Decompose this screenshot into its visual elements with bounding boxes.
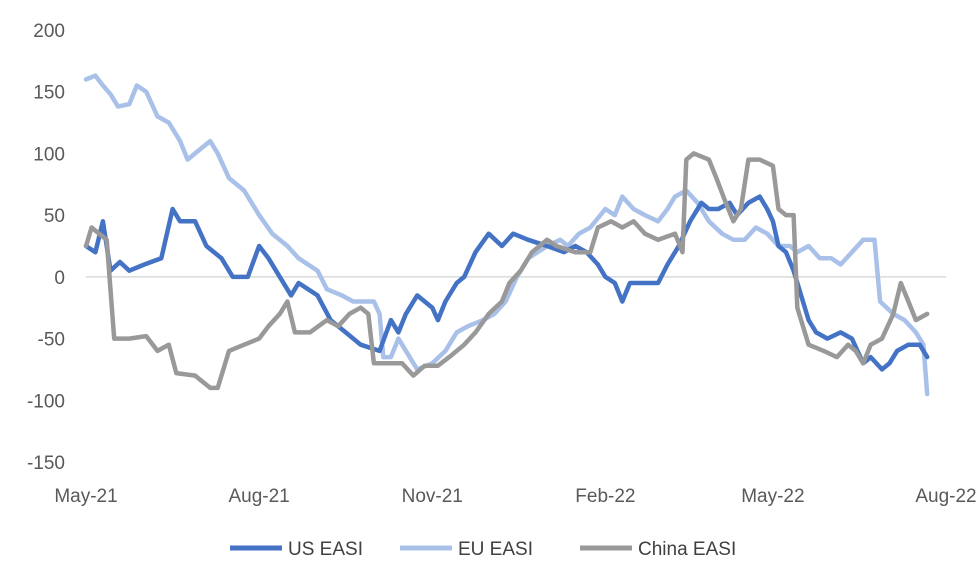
- y-tick-label: -100: [27, 391, 65, 412]
- y-tick-label: -150: [27, 453, 65, 474]
- x-tick-label: Feb-22: [575, 486, 635, 507]
- y-tick-label: 0: [54, 268, 65, 289]
- axis-layer: 200 150 100 50 0 -50 -100 -150 May-21 Aug-21 Nov-2…: [27, 21, 977, 507]
- y-tick-label: 150: [33, 83, 65, 104]
- x-tick-label: Aug-22: [915, 486, 976, 507]
- x-tick-label: Nov-21: [402, 486, 463, 507]
- legend-label-eu-easi: EU EASI: [458, 539, 533, 560]
- legend-label-us-easi: US EASI: [288, 539, 363, 560]
- x-tick-label: May-21: [54, 486, 117, 507]
- legend-label-china-easi: China EASI: [638, 539, 736, 560]
- x-tick-label: Aug-21: [228, 486, 289, 507]
- y-tick-label: 100: [33, 144, 65, 165]
- y-tick-label: 50: [44, 206, 65, 227]
- series-line-eu-easi: [83, 73, 930, 397]
- legend: US EASI EU EASI China EASI: [230, 539, 736, 560]
- y-tick-label: 200: [33, 21, 65, 42]
- series-line-china-easi: [83, 151, 930, 391]
- series-layer: [83, 73, 930, 397]
- series-line-us-easi: [83, 194, 930, 372]
- y-tick-label: -50: [38, 330, 65, 351]
- x-tick-label: May-22: [741, 486, 804, 507]
